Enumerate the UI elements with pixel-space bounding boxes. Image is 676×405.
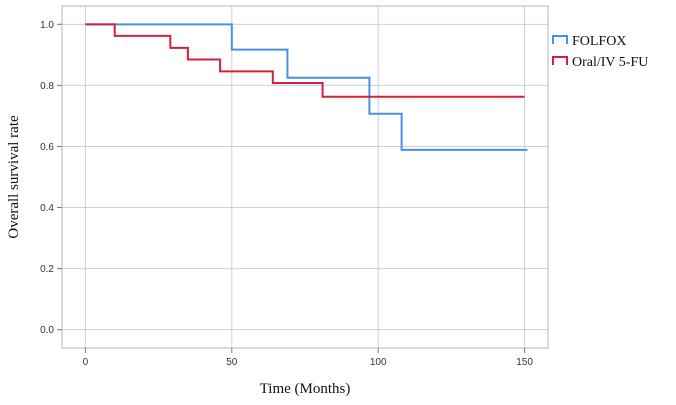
y-tick-label: 0.6 bbox=[40, 142, 54, 153]
x-tick-label: 50 bbox=[226, 357, 238, 368]
y-tick-label: 0.2 bbox=[40, 264, 54, 275]
legend: FOLFOX Oral/IV 5-FU bbox=[552, 34, 648, 70]
x-axis-title: Time (Months) bbox=[260, 381, 351, 397]
x-tick-label: 0 bbox=[83, 357, 89, 368]
x-tick-label: 150 bbox=[516, 357, 533, 368]
legend-swatch-folfox bbox=[552, 35, 568, 44]
series-line-folfox bbox=[85, 23, 528, 151]
legend-label-oral-iv-5-fu: Oral/IV 5-FU bbox=[572, 55, 648, 70]
series-line-oral-iv-5-fu bbox=[85, 23, 525, 98]
y-tick-label: 0.0 bbox=[40, 325, 54, 336]
x-tick-label: 100 bbox=[370, 357, 387, 368]
legend-swatch-oral-iv-5-fu bbox=[552, 56, 568, 65]
y-tick-label: 0.4 bbox=[40, 203, 54, 214]
legend-label-folfox: FOLFOX bbox=[572, 34, 626, 49]
axis-ticks: 0.0 0.2 0.4 0.6 0.8 1.0 0 50 100 150 bbox=[40, 20, 533, 368]
y-axis-title: Overall survival rate bbox=[6, 115, 22, 239]
series-lines bbox=[85, 23, 528, 151]
grid-lines bbox=[62, 6, 548, 348]
plot-area-frame bbox=[61, 5, 549, 349]
y-tick-label: 0.8 bbox=[40, 81, 54, 92]
y-tick-label: 1.0 bbox=[40, 20, 54, 31]
